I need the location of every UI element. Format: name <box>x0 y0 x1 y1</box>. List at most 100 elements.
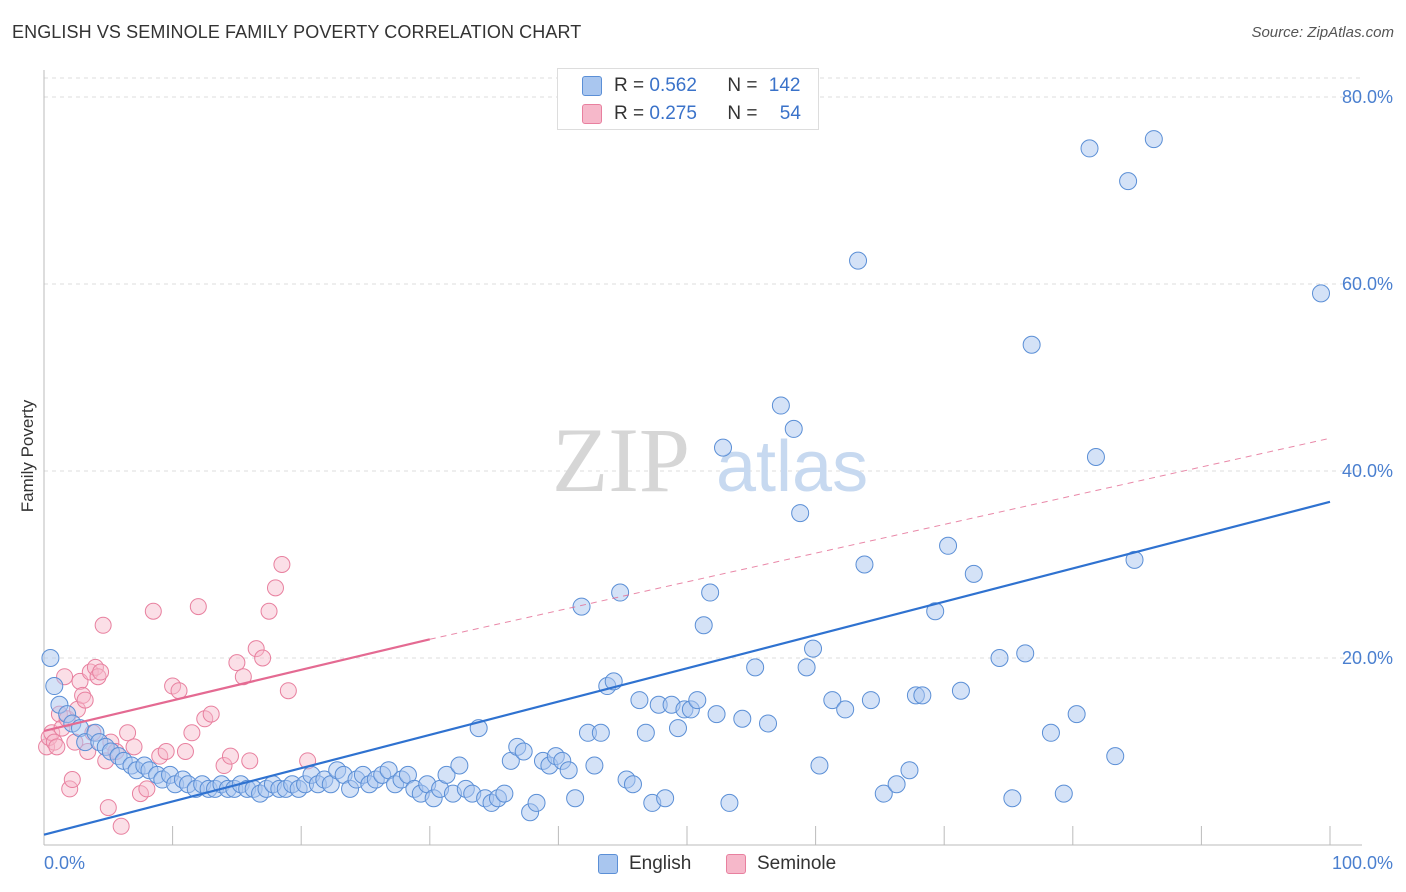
english-point <box>1041 723 1060 742</box>
english-point <box>623 775 642 794</box>
n-value: 142 <box>768 75 801 96</box>
r-value: 0.562 <box>649 75 697 96</box>
seminole-point <box>260 602 278 620</box>
seminole-point <box>176 743 194 760</box>
english-point <box>45 677 64 696</box>
english-point <box>1080 139 1099 158</box>
english-point <box>1067 705 1086 724</box>
english-point <box>1144 130 1163 149</box>
seminole-swatch <box>582 104 602 124</box>
seminole-point <box>170 682 188 700</box>
english-point <box>585 756 604 775</box>
english-point <box>733 709 752 728</box>
english-point <box>1119 172 1138 191</box>
seminole-point <box>183 724 201 742</box>
stats-row-english: R = 0.562 N = 142 <box>582 73 800 99</box>
stats-legend: R = 0.562 N = 142 R = 0.275 N = 54 <box>557 68 819 130</box>
english-point <box>668 719 687 738</box>
seminole-point <box>144 602 162 620</box>
english-point <box>887 775 906 794</box>
english-point <box>990 649 1009 667</box>
english-point <box>559 761 578 780</box>
english-point <box>41 649 60 667</box>
seminole-series <box>38 556 317 835</box>
legend-item-seminole[interactable]: Seminole <box>726 853 836 875</box>
english-trend-line <box>43 500 1331 836</box>
y-tick-label: 20.0% <box>1342 648 1393 668</box>
seminole-point <box>89 668 107 686</box>
seminole-point <box>279 682 297 700</box>
y-tick-label: 40.0% <box>1342 461 1393 481</box>
english-point <box>1086 447 1105 466</box>
y-tick-label: 80.0% <box>1342 87 1393 107</box>
english-point <box>437 765 456 784</box>
english-point <box>849 251 868 270</box>
seminole-point <box>92 663 110 681</box>
english-point <box>1106 747 1125 766</box>
english-point <box>804 639 823 658</box>
english-point <box>1022 335 1041 354</box>
r-value: 0.275 <box>649 103 697 124</box>
english-point <box>694 616 713 635</box>
watermark-atlas: atlas <box>716 427 868 507</box>
seminole-point <box>45 733 63 751</box>
english-point <box>572 597 591 616</box>
english-point <box>566 789 585 808</box>
r-label: R = <box>614 103 650 124</box>
english-point <box>746 658 765 677</box>
english-series <box>41 130 1330 822</box>
english-point <box>1311 284 1330 303</box>
x-tick-label: 0.0% <box>44 853 85 873</box>
english-point <box>810 756 829 775</box>
english-point <box>913 686 932 705</box>
gridlines <box>44 77 1362 659</box>
seminole-point <box>138 780 156 798</box>
seminole-point <box>63 771 81 789</box>
english-point <box>1003 789 1022 808</box>
seminole-point <box>254 649 272 667</box>
english-point <box>527 793 546 812</box>
seminole-point <box>119 724 137 742</box>
english-point <box>591 723 610 742</box>
english-point <box>701 583 720 602</box>
english-point <box>636 723 655 742</box>
english-point <box>656 789 675 808</box>
seminole-point <box>247 640 265 658</box>
english-point <box>861 691 880 710</box>
trend-lines <box>43 437 1331 836</box>
zipatlas-watermark: ZIP atlas <box>552 409 868 511</box>
seminole-point <box>189 598 207 616</box>
seminole-trend-line <box>43 638 431 733</box>
seminole-legend-swatch <box>726 854 746 874</box>
seminole-point <box>94 616 112 634</box>
english-point <box>714 438 733 457</box>
english-point <box>939 536 958 555</box>
seminole-point <box>99 799 117 817</box>
english-point <box>823 691 842 710</box>
english-point <box>611 583 630 602</box>
english-point <box>900 761 919 780</box>
english-point <box>951 681 970 700</box>
english-point <box>836 700 855 719</box>
n-value: 54 <box>779 103 801 124</box>
english-point <box>720 793 739 812</box>
english-point <box>784 419 803 438</box>
seminole-point <box>266 579 284 597</box>
english-point <box>964 564 983 583</box>
r-label: R = <box>614 75 650 96</box>
seminole-point <box>241 752 259 770</box>
seminole-point <box>112 817 130 835</box>
seminole-point <box>74 686 92 704</box>
source-credit: Source: ZipAtlas.com <box>1251 24 1394 41</box>
n-label: N = <box>727 103 763 124</box>
english-point <box>771 396 790 415</box>
n-label: N = <box>727 75 763 96</box>
english-point <box>874 784 893 803</box>
seminole-point <box>215 757 233 775</box>
series-legend: English Seminole <box>0 850 1406 880</box>
tick-labels: 20.0% 40.0% 60.0% 80.0% 0.0% 100.0% <box>44 87 1393 873</box>
legend-item-english[interactable]: English <box>598 853 691 875</box>
x-tick-label: 100.0% <box>1332 853 1393 873</box>
english-point <box>926 602 945 621</box>
